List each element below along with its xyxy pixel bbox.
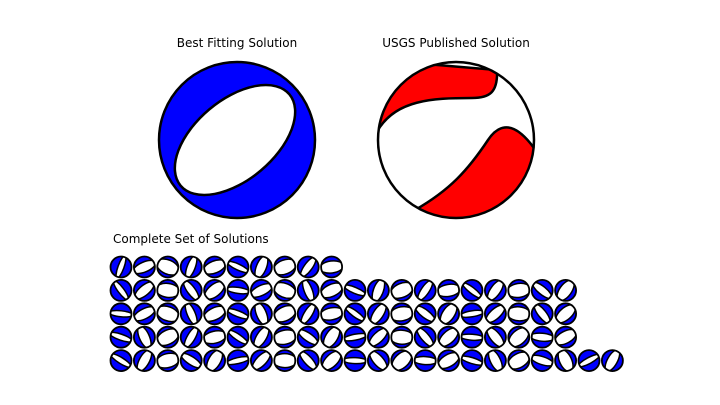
solution-beachball bbox=[601, 349, 624, 373]
solution-beachball bbox=[272, 302, 297, 326]
solution-beachball bbox=[226, 278, 250, 302]
solution-beachball bbox=[249, 349, 273, 373]
solution-beachball bbox=[296, 325, 320, 349]
solution-beachball bbox=[203, 349, 227, 373]
solution-beachball bbox=[554, 348, 577, 373]
solution-beachball bbox=[132, 278, 156, 302]
solution-beachball bbox=[460, 325, 484, 349]
solution-beachball bbox=[179, 301, 203, 326]
solution-beachball bbox=[132, 349, 156, 373]
solution-beachball bbox=[343, 349, 367, 373]
solution-beachball bbox=[436, 278, 461, 302]
solution-beachball bbox=[225, 302, 251, 326]
solution-beachball bbox=[202, 302, 227, 326]
solution-beachball bbox=[272, 278, 297, 302]
solution-beachball bbox=[156, 278, 180, 302]
solution-beachball bbox=[342, 325, 368, 349]
solution-beachball bbox=[413, 349, 437, 373]
solution-beachball bbox=[437, 325, 461, 349]
solution-beachball bbox=[459, 302, 485, 326]
solution-beachball bbox=[272, 255, 298, 279]
solution-beachball bbox=[249, 325, 273, 349]
solution-beachball bbox=[296, 278, 320, 303]
solution-beachball bbox=[296, 255, 320, 279]
solution-beachball bbox=[155, 325, 180, 349]
solution-beachball bbox=[203, 278, 227, 302]
solution-beachball bbox=[249, 301, 273, 326]
solution-beachball bbox=[554, 302, 577, 326]
solution-beachball bbox=[179, 254, 203, 280]
solution-beachball bbox=[319, 255, 344, 279]
solution-beachball bbox=[483, 278, 507, 302]
solution-beachball bbox=[296, 349, 320, 373]
solution-beachball bbox=[108, 325, 134, 349]
solution-beachball bbox=[272, 325, 298, 349]
solution-beachball bbox=[179, 349, 203, 373]
solution-grid bbox=[108, 254, 624, 373]
solution-beachball bbox=[273, 349, 297, 373]
usgs-title: USGS Published Solution bbox=[382, 36, 530, 50]
solution-beachball bbox=[459, 349, 485, 373]
solution-beachball bbox=[109, 254, 133, 280]
solution-beachball bbox=[320, 325, 344, 349]
solution-beachball bbox=[366, 278, 390, 303]
solution-beachball bbox=[553, 325, 578, 349]
solution-beachball bbox=[530, 325, 554, 349]
solution-beachball bbox=[507, 302, 531, 326]
solution-beachball bbox=[437, 302, 461, 326]
solution-beachball bbox=[390, 325, 414, 349]
solution-beachball bbox=[343, 302, 367, 326]
solution-beachball bbox=[483, 325, 507, 349]
solution-beachball bbox=[390, 349, 414, 373]
solution-beachball bbox=[319, 302, 344, 326]
solution-beachball bbox=[132, 325, 156, 350]
solution-beachball bbox=[226, 325, 250, 349]
solution-beachball bbox=[155, 349, 181, 373]
solution-beachball bbox=[483, 302, 507, 326]
solution-beachball bbox=[530, 302, 554, 326]
usgs-beachball bbox=[376, 60, 536, 220]
solution-beachball bbox=[179, 278, 203, 302]
solution-beachball bbox=[554, 278, 577, 302]
best-fit-title: Best Fitting Solution bbox=[176, 36, 298, 50]
solution-beachball bbox=[529, 349, 555, 373]
solution-beachball bbox=[530, 278, 554, 302]
solution-beachball bbox=[507, 349, 531, 373]
solution-beachball bbox=[389, 302, 414, 326]
solution-beachball bbox=[366, 302, 390, 326]
solution-beachball bbox=[296, 302, 320, 326]
solution-beachball bbox=[460, 278, 484, 302]
solution-beachball bbox=[202, 255, 227, 279]
solution-beachball bbox=[366, 349, 390, 373]
solution-beachball bbox=[437, 349, 461, 373]
solution-beachball bbox=[109, 302, 133, 326]
solution-beachball bbox=[507, 325, 531, 349]
best-fit-beachball bbox=[157, 60, 317, 220]
solution-beachball bbox=[109, 278, 133, 302]
solution-beachball bbox=[320, 349, 344, 373]
solution-beachball bbox=[506, 278, 531, 302]
solution-beachball bbox=[319, 278, 344, 302]
solution-beachball bbox=[202, 325, 228, 349]
solution-beachball bbox=[343, 278, 367, 302]
solution-beachball bbox=[132, 302, 157, 326]
solution-beachball bbox=[483, 348, 507, 373]
solution-beachball bbox=[179, 325, 203, 349]
solution-beachball bbox=[226, 255, 250, 279]
solution-beachball bbox=[249, 254, 273, 280]
solution-beachball bbox=[132, 255, 157, 279]
solution-beachball bbox=[225, 349, 251, 373]
solution-beachball bbox=[389, 278, 414, 302]
solution-beachball bbox=[366, 325, 390, 349]
solution-beachball bbox=[413, 278, 437, 302]
solution-beachball bbox=[109, 349, 133, 373]
solution-beachball bbox=[413, 302, 437, 326]
solution-beachball bbox=[577, 349, 601, 373]
solution-set-title: Complete Set of Solutions bbox=[113, 232, 269, 246]
solution-beachball bbox=[155, 255, 180, 279]
solution-beachball bbox=[413, 325, 437, 349]
solution-beachball bbox=[155, 302, 181, 326]
solution-beachball bbox=[249, 278, 274, 302]
